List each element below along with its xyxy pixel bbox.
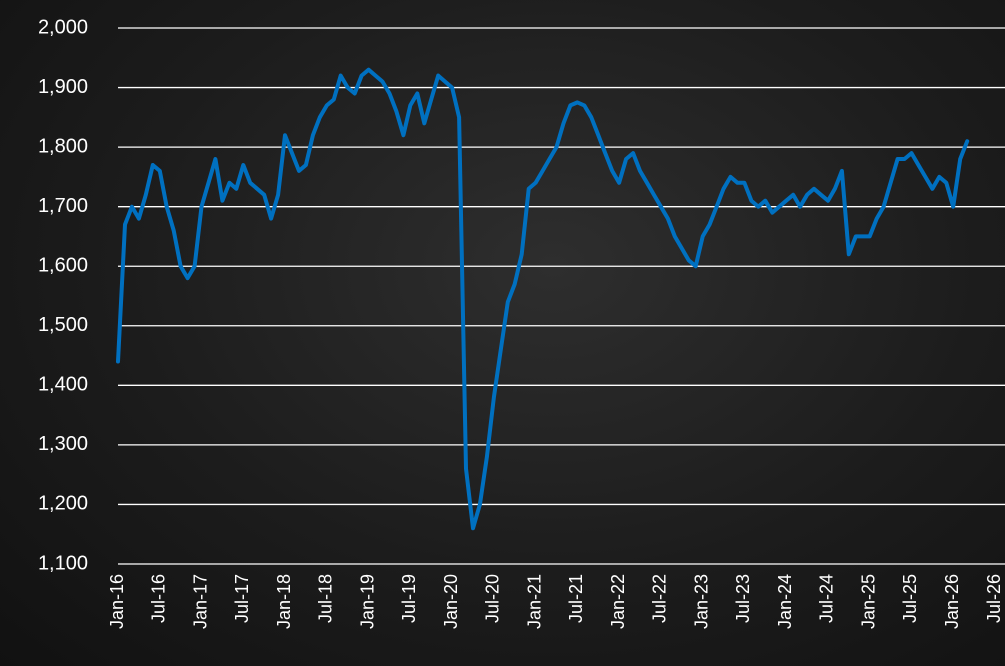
x-tick-label: Jan-25 [858,574,878,629]
y-tick-label: 1,600 [38,255,88,277]
data-line [116,67,970,531]
x-tick-label: Jul-18 [316,574,336,623]
x-tick-label: Jul-24 [817,574,837,623]
x-tick-label: Jul-16 [149,574,169,623]
x-tick-label: Jan-22 [608,574,628,629]
x-tick-label: Jul-19 [399,574,419,623]
x-tick-label: Jan-17 [190,574,210,629]
x-tick-label: Jan-21 [524,574,544,629]
x-tick-label: Jul-21 [566,574,586,623]
y-tick-label: 2,000 [38,16,88,38]
y-tick-label: 1,500 [38,314,88,336]
x-tick-label: Jan-23 [691,574,711,629]
x-tick-label: Jul-20 [483,574,503,623]
x-tick-label: Jul-17 [232,574,252,623]
y-tick-label: 1,400 [38,374,88,396]
y-tick-label: 1,300 [38,433,88,455]
x-tick-label: Jan-20 [441,574,461,629]
x-tick-label: Jan-19 [357,574,377,629]
x-tick-label: Jan-18 [274,574,294,629]
x-tick-label: Jul-23 [733,574,753,623]
x-tick-label: Jul-26 [984,574,1004,623]
y-tick-label: 1,100 [38,552,88,574]
x-tick-label: Jan-16 [107,574,127,629]
y-tick-label: 1,900 [38,76,88,98]
x-tick-label: Jul-25 [900,574,920,623]
x-tick-label: Jan-24 [775,574,795,629]
y-tick-label: 1,800 [38,135,88,157]
y-tick-label: 1,200 [38,493,88,515]
x-tick-label: Jan-26 [942,574,962,629]
y-tick-label: 1,700 [38,195,88,217]
x-tick-label: Jul-22 [650,574,670,623]
